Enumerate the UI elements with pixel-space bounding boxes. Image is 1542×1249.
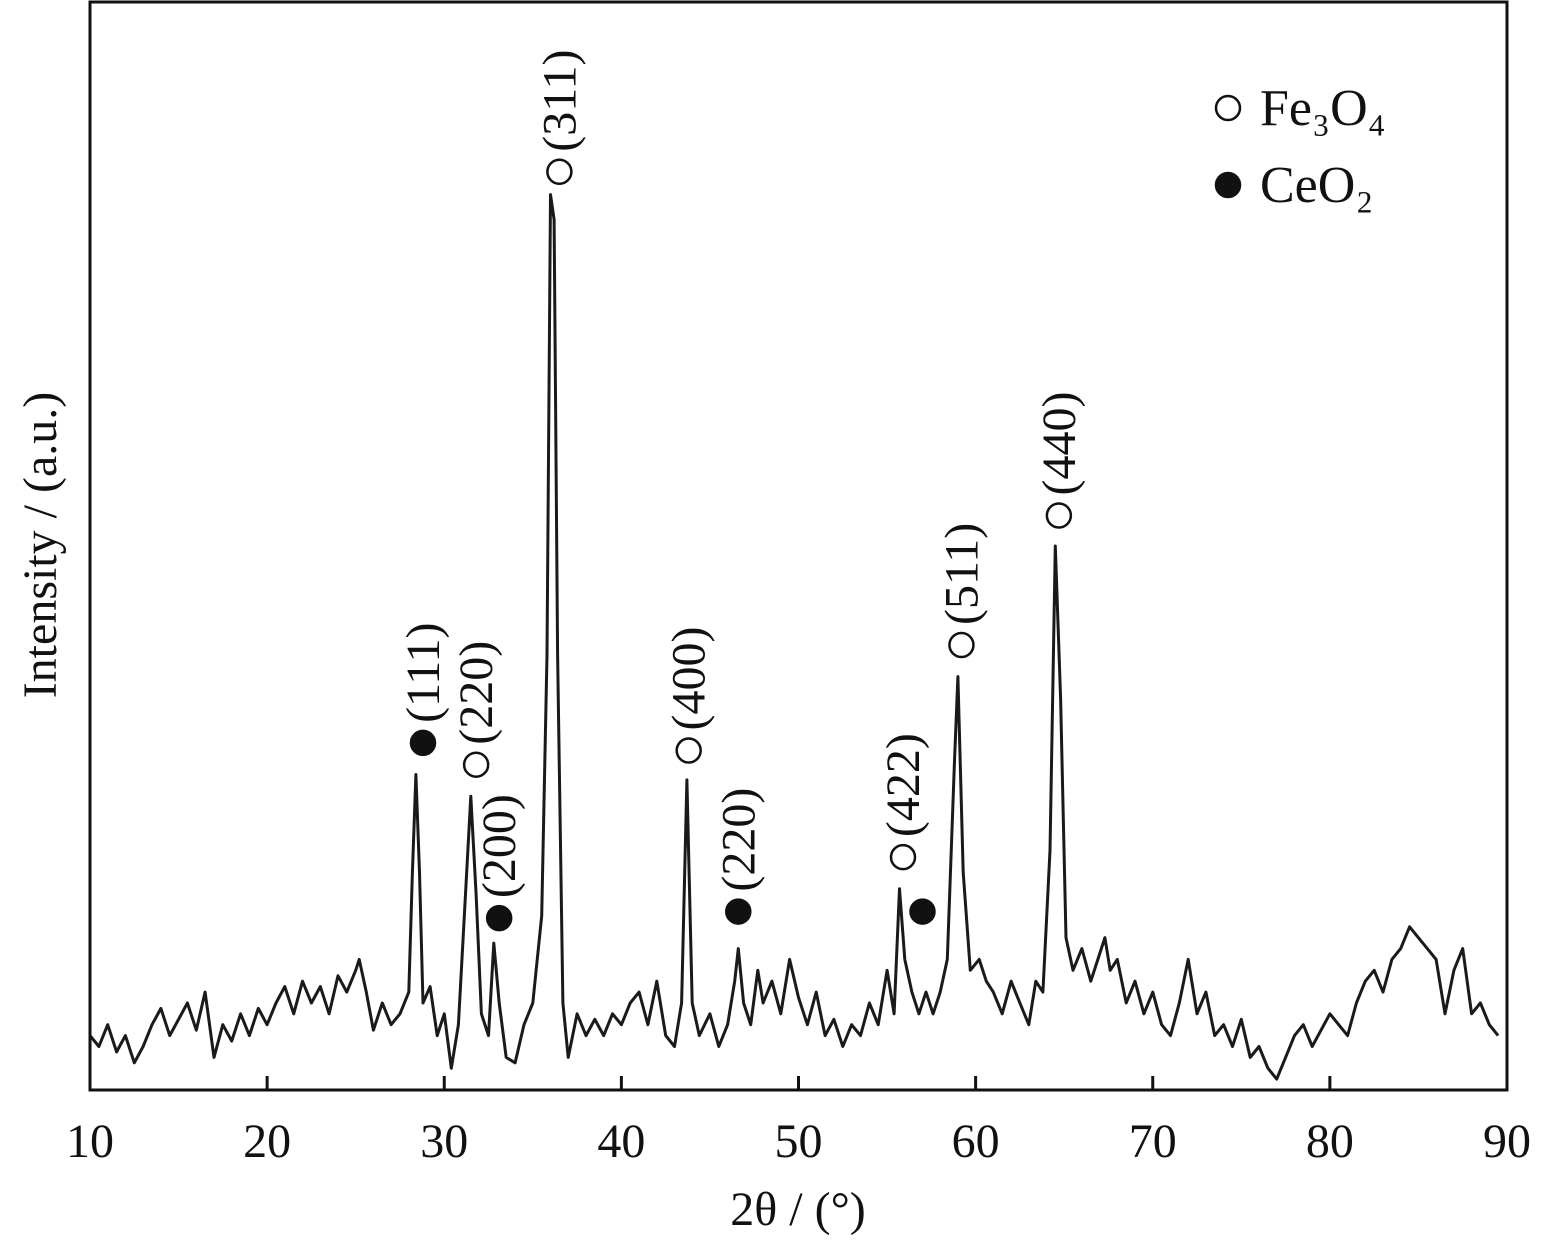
peak-label: (220) [450, 641, 503, 745]
peak-label: (440) [1033, 392, 1086, 496]
peak-label: (200) [473, 794, 526, 898]
x-tick-label: 60 [952, 1115, 1000, 1168]
xrd-line [88, 193, 1500, 1081]
peak-label: (220) [712, 788, 765, 892]
x-tick-label: 20 [243, 1115, 291, 1168]
legend-label: CeO₂ [1260, 157, 1373, 214]
x-axis-label: 2θ / (°) [730, 1183, 866, 1236]
peak-marker [485, 904, 513, 932]
peak-marker [675, 737, 702, 764]
x-tick-label: 80 [1306, 1115, 1354, 1168]
peak-label: (422) [877, 733, 930, 837]
peak-marker [948, 631, 975, 659]
peak-marker [725, 898, 752, 925]
peak-marker [1045, 502, 1073, 529]
peak-marker [889, 843, 917, 871]
peak-marker [462, 751, 490, 778]
legend-label: Fe₃O₄ [1260, 80, 1386, 137]
peak-marker [409, 729, 437, 757]
peak-label: (111) [397, 623, 450, 723]
legend-marker [1214, 94, 1242, 122]
peak-label: (311) [533, 50, 586, 152]
x-tick-label: 90 [1483, 1115, 1531, 1168]
x-tick-label: 70 [1129, 1115, 1177, 1168]
peak-marker [546, 158, 573, 185]
legend-marker [1214, 171, 1242, 199]
peak-label: (400) [663, 627, 716, 731]
x-tick-label: 50 [775, 1115, 823, 1168]
peak-marker [909, 898, 936, 925]
x-tick-label: 40 [597, 1115, 645, 1168]
x-tick-label: 10 [66, 1115, 114, 1168]
peak-label: (511) [935, 523, 988, 625]
y-axis-label: Intensity / (a.u.) [14, 392, 67, 699]
x-tick-label: 30 [420, 1115, 468, 1168]
